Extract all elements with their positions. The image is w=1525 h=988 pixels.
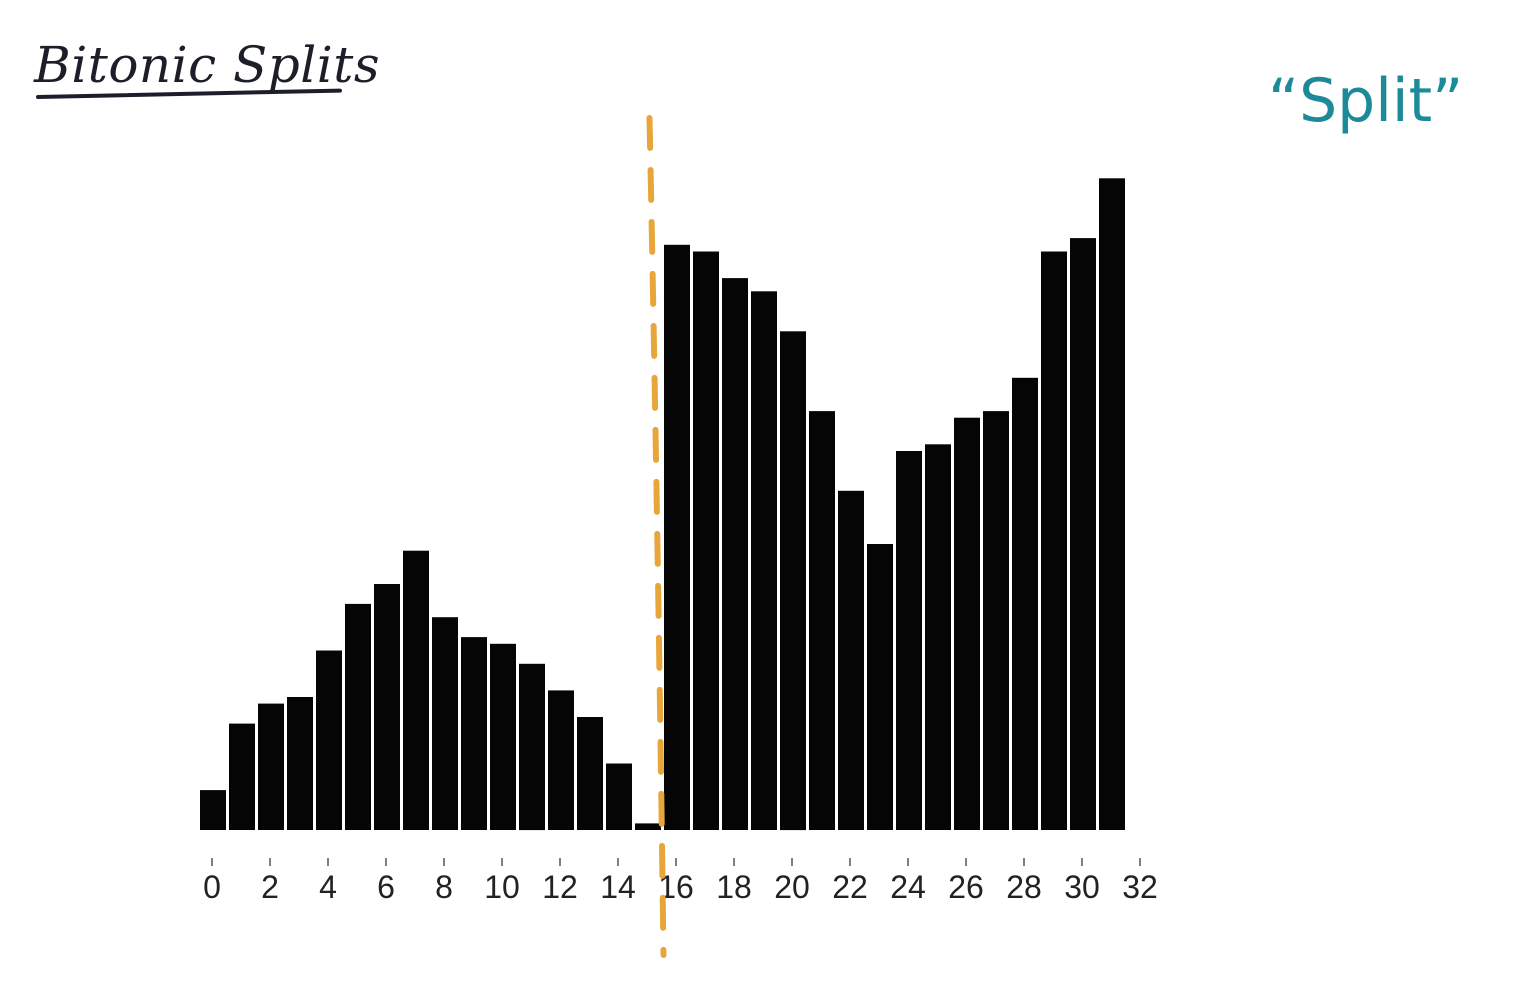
x-tick-label-0: 0 [203,869,221,905]
bar-10 [490,643,516,830]
x-tick-label-2: 2 [261,869,279,905]
x-tick-label-28: 28 [1006,869,1042,905]
x-tick-label-14: 14 [600,869,636,905]
bar-1 [229,723,255,830]
bar-23 [867,544,893,830]
x-tick-label-18: 18 [716,869,752,905]
bar-13 [577,717,603,830]
bar-2 [258,703,284,830]
bar-22 [838,490,864,830]
bar-11 [519,663,545,831]
bar-30 [1070,238,1096,831]
x-tick-label-26: 26 [948,869,984,905]
x-tick-label-6: 6 [377,869,395,905]
bar-25 [925,444,951,830]
bar-15 [635,823,661,830]
bar-4 [316,650,342,830]
split-line [646,115,667,958]
bar-14 [606,763,632,830]
bar-17 [693,251,719,830]
x-tick-label-24: 24 [890,869,926,905]
split-line-group [646,115,667,958]
bar-12 [548,690,574,830]
x-tick-label-32: 32 [1122,869,1158,905]
bar-26 [954,417,980,830]
bars [200,178,1125,831]
bar-8 [432,617,458,830]
bar-0 [200,790,226,830]
bar-31 [1099,178,1125,831]
x-tick-label-10: 10 [484,869,520,905]
bar-28 [1012,377,1038,830]
bar-29 [1041,251,1067,830]
split-annotation: “Split” [1268,66,1464,136]
bar-9 [461,637,487,830]
x-tick-label-22: 22 [832,869,868,905]
bar-5 [345,603,371,830]
bar-20 [780,331,806,831]
page-title: Bitonic Splits [34,36,381,94]
bar-6 [374,584,400,830]
bar-19 [751,291,777,830]
x-tick-label-8: 8 [435,869,453,905]
bar-18 [722,278,748,831]
bar-24 [896,451,922,830]
x-tick-label-20: 20 [774,869,810,905]
bar-7 [403,550,429,830]
x-tick-label-30: 30 [1064,869,1100,905]
x-tick-label-12: 12 [542,869,578,905]
x-tick-label-4: 4 [319,869,337,905]
bar-21 [809,411,835,830]
bar-3 [287,697,313,830]
x-axis-ticks: 0 2 4 6 8 10 12 14 16 18 20 22 24 26 28 30 32 [203,858,1158,905]
bar-27 [983,411,1009,830]
bar-16 [664,244,690,831]
